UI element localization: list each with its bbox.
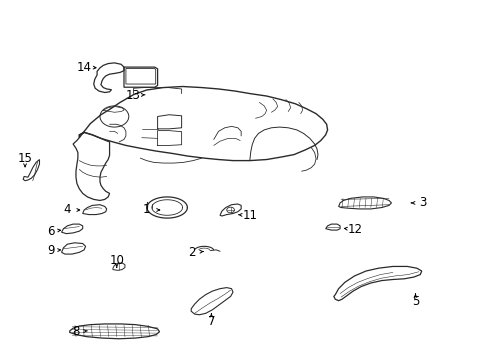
Text: 13: 13	[126, 89, 141, 102]
Text: 7: 7	[208, 315, 215, 328]
Text: 14: 14	[76, 60, 92, 73]
Text: 6: 6	[47, 225, 54, 238]
Text: 5: 5	[412, 295, 419, 308]
Text: 12: 12	[348, 223, 363, 236]
Text: 11: 11	[242, 209, 257, 222]
Text: 15: 15	[18, 152, 32, 165]
Text: 2: 2	[189, 246, 196, 259]
Text: 4: 4	[64, 203, 71, 216]
Text: 1: 1	[143, 203, 150, 216]
Text: 9: 9	[47, 244, 54, 257]
Text: 8: 8	[73, 325, 80, 338]
Text: 10: 10	[109, 254, 124, 267]
Text: 3: 3	[419, 197, 426, 210]
